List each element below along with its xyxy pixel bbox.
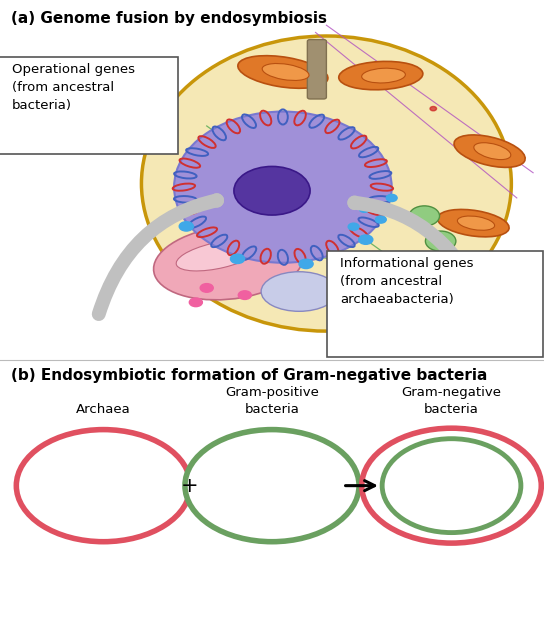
Ellipse shape [234, 166, 310, 215]
Ellipse shape [238, 55, 328, 89]
Text: Gram-negative
bacteria: Gram-negative bacteria [401, 385, 502, 415]
FancyArrowPatch shape [98, 200, 217, 314]
Text: (a) Genome fusion by endosymbiosis: (a) Genome fusion by endosymbiosis [11, 11, 327, 25]
Circle shape [200, 283, 213, 292]
FancyArrowPatch shape [354, 203, 478, 292]
Ellipse shape [16, 429, 190, 541]
Circle shape [358, 235, 373, 245]
Circle shape [189, 298, 202, 306]
Ellipse shape [185, 429, 359, 541]
Ellipse shape [262, 64, 309, 80]
Ellipse shape [454, 135, 525, 168]
Circle shape [425, 231, 456, 251]
FancyBboxPatch shape [0, 57, 178, 154]
Circle shape [221, 231, 228, 235]
Text: Archaea: Archaea [76, 403, 131, 415]
Ellipse shape [437, 210, 509, 237]
Ellipse shape [382, 439, 521, 533]
Text: Operational genes
(from ancestral
bacteria): Operational genes (from ancestral bacter… [12, 63, 135, 112]
Text: Gram-positive
bacteria: Gram-positive bacteria [225, 385, 319, 415]
Circle shape [386, 194, 397, 201]
Circle shape [195, 185, 202, 190]
Ellipse shape [141, 36, 511, 331]
Circle shape [348, 223, 359, 231]
Text: Informational genes
(from ancestral
archaeabacteria): Informational genes (from ancestral arch… [340, 257, 473, 306]
Circle shape [179, 222, 193, 231]
Circle shape [231, 254, 245, 264]
Ellipse shape [339, 61, 423, 90]
Circle shape [337, 140, 343, 145]
Circle shape [430, 106, 436, 111]
FancyBboxPatch shape [307, 39, 326, 99]
Ellipse shape [362, 68, 405, 83]
Ellipse shape [174, 111, 392, 262]
Circle shape [201, 189, 208, 193]
Circle shape [299, 259, 313, 269]
Ellipse shape [153, 225, 304, 300]
Circle shape [238, 291, 251, 299]
Text: +: + [181, 476, 198, 496]
Circle shape [266, 176, 273, 180]
Circle shape [375, 216, 386, 223]
Ellipse shape [261, 272, 337, 311]
Circle shape [364, 218, 370, 222]
Ellipse shape [362, 428, 541, 543]
Circle shape [194, 167, 200, 171]
Circle shape [409, 206, 440, 226]
FancyBboxPatch shape [327, 251, 543, 357]
Ellipse shape [458, 216, 494, 230]
Circle shape [359, 205, 370, 212]
Ellipse shape [176, 240, 259, 271]
Circle shape [258, 193, 264, 197]
Text: (b) Endosymbiotic formation of Gram-negative bacteria: (b) Endosymbiotic formation of Gram-nega… [11, 368, 487, 383]
Ellipse shape [474, 143, 511, 160]
Circle shape [371, 161, 378, 166]
